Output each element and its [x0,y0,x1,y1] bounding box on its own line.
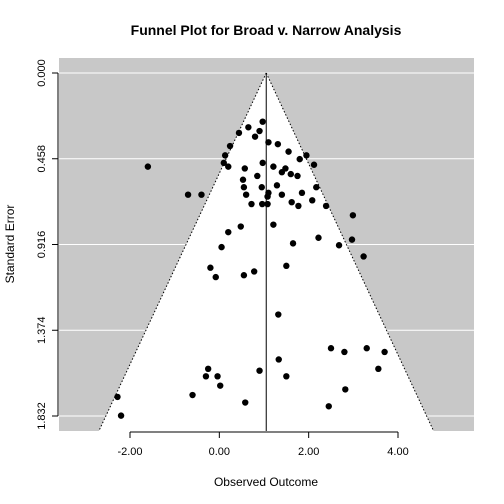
data-point [250,268,258,275]
data-point [275,356,282,363]
data-point [322,202,330,210]
funnel-left-edge [98,72,267,431]
data-point [274,140,282,148]
data-point [288,198,295,206]
data-point [242,399,249,406]
data-point [294,172,301,180]
data-point [207,264,214,271]
data-point [248,200,255,208]
data-point [264,193,271,200]
data-point [265,139,272,146]
data-point [283,373,290,380]
plot-area [59,58,474,431]
data-point [335,242,343,249]
data-point [114,393,121,401]
data-point [218,243,225,251]
data-point [283,262,290,270]
y-axis-label: Standard Error [3,205,17,284]
data-point [315,234,322,241]
data-point [221,152,229,159]
data-point [341,348,348,356]
data-point [220,159,227,167]
data-point [259,200,266,208]
data-point [296,155,303,163]
x-tick-label: -2.00 [117,446,142,458]
data-point [295,202,302,210]
data-point [342,386,349,393]
data-point [282,165,289,172]
data-point [278,191,286,198]
data-point [239,176,247,183]
data-point [259,159,266,167]
data-point [226,142,234,150]
data-point [375,365,382,373]
data-point [225,228,232,236]
data-point [289,240,297,247]
data-point [237,223,244,230]
data-point [381,348,388,356]
data-point [189,391,196,399]
data-point [298,189,306,197]
y-tick-label: 1.832 [36,402,48,430]
data-point [241,165,248,172]
data-point [245,124,252,131]
data-point [273,182,281,189]
data-point [184,191,192,198]
y-tick-label: 0.916 [36,231,48,259]
y-tick-label: 1.374 [36,316,48,344]
data-point [254,172,261,180]
y-tick-label: 0.458 [36,145,48,173]
data-point [270,163,277,170]
chart-title: Funnel Plot for Broad v. Narrow Analysis [131,22,402,38]
data-point [327,345,335,352]
data-point [309,197,316,204]
data-point [242,191,250,198]
x-axis-label: Observed Outcome [214,475,318,489]
data-point [240,184,248,191]
y-tick-label: 0.000 [36,59,48,87]
axes: -2.00 0.00 2.00 4.00 0.000 0.458 0.916 1.374 1.8… [36,59,409,458]
data-point [285,148,292,155]
data-point [348,236,356,243]
data-point [349,212,357,219]
data-point [256,127,263,135]
data-point [310,161,318,168]
x-tick-label: 0.00 [209,446,230,458]
x-tick-label: 4.00 [387,446,408,458]
x-tick-label: 2.00 [298,446,319,458]
data-point [204,365,212,373]
data-point [258,184,265,191]
data-point [251,133,259,140]
data-point [217,382,224,389]
data-point [287,170,294,178]
data-point [325,403,332,410]
data-point [202,373,210,380]
funnel-right-edge [265,72,435,431]
data-point [198,191,205,198]
data-point [270,221,277,228]
data-point [117,412,125,419]
data-point [313,184,320,191]
data-point [275,311,282,318]
data-point [235,129,243,137]
data-point [256,367,263,374]
data-point [214,373,221,380]
data-point [240,272,248,279]
data-point [225,163,232,170]
data-point [212,273,219,281]
data-point [303,152,310,159]
data-point [264,200,271,208]
data-point [259,118,266,125]
data-point [363,345,370,352]
data-point [360,253,367,260]
data-point [144,163,152,170]
